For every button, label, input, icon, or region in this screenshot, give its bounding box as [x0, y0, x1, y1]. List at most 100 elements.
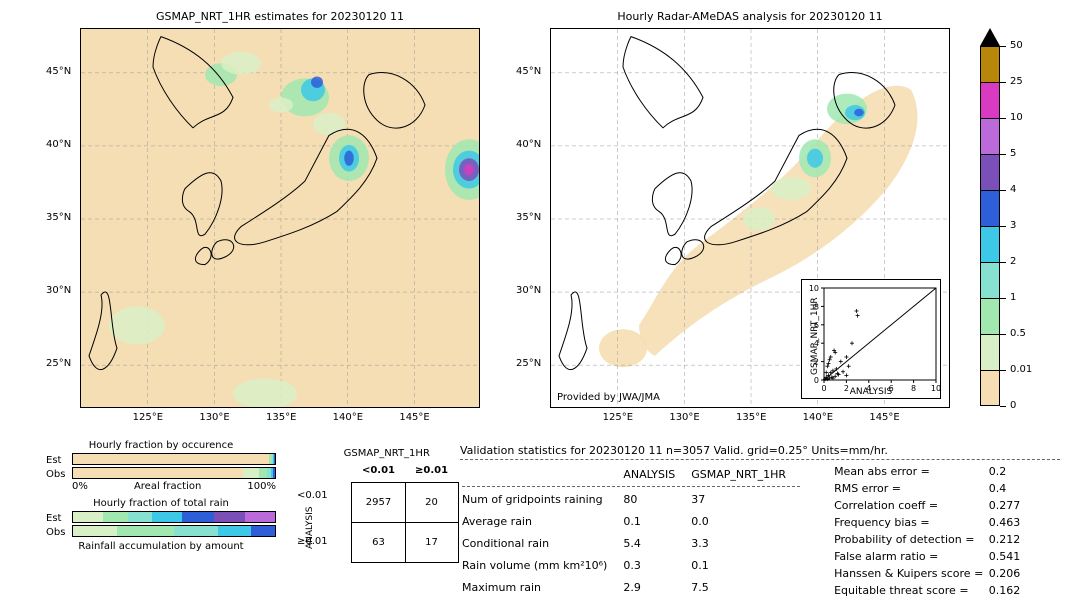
cbar-tick: 0 [1010, 400, 1016, 411]
tot-row-obs: Obs [46, 527, 68, 538]
val-a: 80 [623, 489, 689, 509]
xtick: 145°E [869, 412, 899, 423]
val-b: 0.0 [691, 511, 800, 531]
val-label: Num of gridpoints raining [462, 489, 621, 509]
ctg-rh0: <0.01 [297, 490, 328, 501]
val-a: 0.1 [623, 511, 689, 531]
val-b: 3.3 [691, 534, 800, 554]
ctg-ch1: ≥0.01 [405, 459, 458, 483]
tot-row-est: Est [46, 513, 68, 524]
right-map-title: Hourly Radar-AMeDAS analysis for 2023012… [550, 10, 950, 23]
score-label: Equitable threat score = [834, 583, 983, 598]
cbar-seg [980, 190, 1000, 226]
occ-row-obs: Obs [46, 469, 68, 480]
ctg-c01: 20 [405, 483, 458, 523]
occurrence-obs-bar [72, 467, 276, 479]
val-label: Maximum rain [462, 578, 621, 598]
score-val: 0.212 [985, 532, 1020, 547]
cbar-seg [980, 46, 1000, 82]
val-a: 5.4 [623, 534, 689, 554]
ytick: 25°N [46, 358, 71, 369]
cbar-seg [980, 334, 1000, 370]
cbar-tick: 0.5 [1010, 328, 1026, 339]
score-label: Mean abs error = [834, 464, 983, 479]
cbar-seg [980, 118, 1000, 154]
xtick: 140°E [333, 412, 363, 423]
cbar-tick: 50 [1010, 40, 1023, 51]
score-label: Frequency bias = [834, 515, 983, 530]
score-val: 0.277 [985, 498, 1020, 513]
colorbar: 502510543210.50.010 [980, 28, 1000, 406]
cbar-tick: 1 [1010, 292, 1016, 303]
ytick: 30°N [516, 285, 541, 296]
scatter-xlabel: ANALYSIS [802, 387, 940, 397]
ytick: 35°N [46, 212, 71, 223]
scatter-inset: 00224466881010 GSMAP_NRT_1HR ANALYSIS [801, 279, 941, 399]
cbar-tick: 0.01 [1010, 364, 1032, 375]
val-label: Rain volume (mm km²10⁶) [462, 556, 621, 576]
cbar-seg [980, 82, 1000, 118]
xtick: 125°E [133, 412, 163, 423]
vh1: ANALYSIS [623, 464, 689, 484]
svg-text:10: 10 [809, 284, 819, 293]
val-a: 2.9 [623, 578, 689, 598]
cbar-seg [980, 370, 1000, 406]
score-label: Correlation coeff = [834, 498, 983, 513]
right-map: Provided by JWA/JMA 00224466881010 GSMAP… [550, 28, 950, 408]
occ-row-est: Est [46, 455, 68, 466]
occurrence-est-bar [72, 453, 276, 465]
total-title: Hourly fraction of total rain [46, 498, 276, 509]
provided-by-label: Provided by JWA/JMA [557, 392, 660, 403]
left-map [80, 28, 480, 408]
score-val: 0.206 [985, 566, 1020, 581]
score-label: Hanssen & Kuipers score = [834, 566, 983, 581]
cbar-tick: 3 [1010, 220, 1016, 231]
occ-xr: 100% [247, 481, 276, 492]
ytick: 45°N [46, 66, 71, 77]
cbar-tick: 4 [1010, 184, 1016, 195]
ytick: 40°N [516, 139, 541, 150]
score-label: Probability of detection = [834, 532, 983, 547]
occ-xm: Areal fraction [134, 481, 201, 492]
validation-scores: Mean abs error = 0.2RMS error = 0.4Corre… [832, 462, 1022, 600]
ytick: 45°N [516, 66, 541, 77]
val-label: Average rain [462, 511, 621, 531]
xtick: 135°E [266, 412, 296, 423]
svg-text:0: 0 [814, 376, 819, 385]
cbar-seg [980, 262, 1000, 298]
val-b: 0.1 [691, 556, 800, 576]
validation-header: Validation statistics for 20230120 11 n=… [460, 444, 1060, 457]
score-label: RMS error = [834, 481, 983, 496]
cbar-seg [980, 154, 1000, 190]
left-map-title: GSMAP_NRT_1HR estimates for 20230120 11 [80, 10, 480, 23]
total-est-bar [72, 511, 276, 523]
occ-xl: 0% [72, 481, 88, 492]
cbar-seg [980, 226, 1000, 262]
total-obs-bar [72, 525, 276, 537]
val-label: Conditional rain [462, 534, 621, 554]
ytick: 40°N [46, 139, 71, 150]
ctg-c11: 17 [405, 523, 458, 563]
val-b: 37 [691, 489, 800, 509]
score-val: 0.4 [985, 481, 1020, 496]
occurrence-title: Hourly fraction by occurence [46, 440, 276, 451]
xtick: 140°E [803, 412, 833, 423]
score-val: 0.162 [985, 583, 1020, 598]
cbar-seg [980, 298, 1000, 334]
validation-table: ANALYSIS GSMAP_NRT_1HR Num of gridpoints… [460, 462, 802, 600]
total-caption: Rainfall accumulation by amount [46, 541, 276, 552]
xtick: 125°E [603, 412, 633, 423]
xtick: 135°E [736, 412, 766, 423]
cbar-tick: 2 [1010, 256, 1016, 267]
ctg-rh1: ≥0.01 [297, 536, 328, 547]
val-a: 0.3 [623, 556, 689, 576]
ctg-col-title: GSMAP_NRT_1HR [315, 448, 459, 459]
ytick: 30°N [46, 285, 71, 296]
xtick: 130°E [199, 412, 229, 423]
scatter-ylabel: GSMAP_NRT_1HR [810, 297, 820, 375]
ytick: 35°N [516, 212, 541, 223]
score-val: 0.541 [985, 549, 1020, 564]
cbar-tick: 5 [1010, 148, 1016, 159]
vh2: GSMAP_NRT_1HR [691, 464, 800, 484]
cbar-tick: 10 [1010, 112, 1023, 123]
